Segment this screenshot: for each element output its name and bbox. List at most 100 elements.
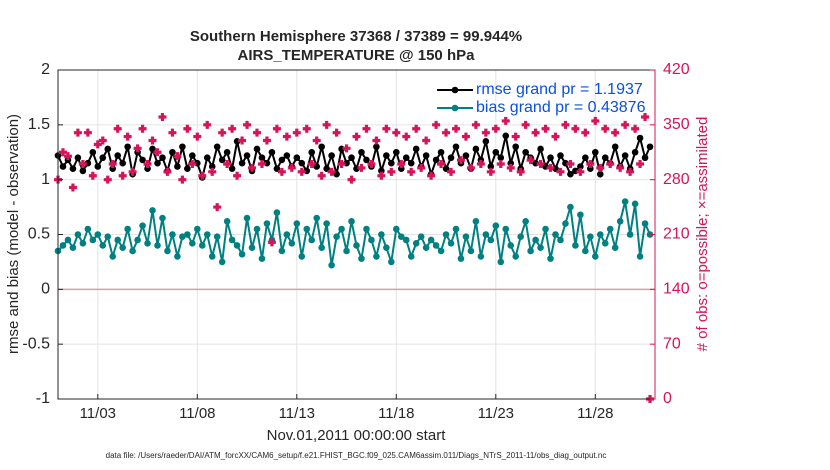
point bbox=[412, 239, 420, 247]
marks bbox=[54, 113, 655, 403]
point bbox=[179, 233, 186, 240]
point bbox=[467, 247, 475, 255]
obs-marker bbox=[262, 136, 271, 145]
point bbox=[74, 231, 82, 238]
obs-marker bbox=[546, 163, 555, 172]
obs-marker bbox=[93, 140, 102, 149]
point bbox=[417, 233, 425, 240]
x-axis-label: Nov.01,2011 00:00:00 start bbox=[267, 427, 447, 444]
point bbox=[378, 167, 385, 175]
obs-marker bbox=[352, 132, 361, 141]
obs-marker bbox=[626, 167, 635, 176]
point bbox=[84, 225, 92, 233]
point bbox=[547, 154, 554, 162]
obs-marker bbox=[591, 116, 600, 125]
x-tick-label: 11/03 bbox=[80, 405, 116, 422]
obs-marker bbox=[606, 160, 615, 168]
y-tick-label: 2 bbox=[41, 61, 50, 78]
obs-marker bbox=[243, 120, 252, 129]
legend-label: rmse grand pr = 1.1937 bbox=[476, 81, 643, 98]
point bbox=[636, 253, 644, 260]
point bbox=[567, 203, 574, 211]
point bbox=[203, 154, 211, 162]
point bbox=[502, 225, 510, 233]
point bbox=[223, 218, 231, 225]
point bbox=[557, 152, 564, 159]
y2-tick-label: 280 bbox=[663, 171, 690, 188]
point bbox=[348, 154, 355, 162]
point bbox=[378, 231, 385, 238]
point bbox=[308, 148, 316, 156]
point bbox=[129, 247, 136, 255]
obs-marker bbox=[332, 128, 341, 137]
obs-marker bbox=[382, 124, 391, 133]
point bbox=[537, 244, 544, 251]
point bbox=[79, 239, 87, 247]
point bbox=[298, 253, 306, 260]
obs-marker bbox=[481, 128, 490, 137]
point bbox=[646, 143, 654, 151]
point bbox=[358, 255, 365, 262]
obs-marker bbox=[461, 132, 470, 141]
point bbox=[482, 137, 490, 145]
point bbox=[194, 225, 201, 233]
obs-marker bbox=[407, 167, 416, 176]
point bbox=[422, 152, 430, 159]
point bbox=[323, 220, 330, 227]
point bbox=[373, 143, 380, 151]
point bbox=[213, 143, 221, 151]
point bbox=[308, 236, 316, 244]
obs-marker bbox=[322, 120, 331, 129]
point bbox=[144, 239, 151, 247]
point bbox=[144, 165, 151, 172]
obs-marker bbox=[367, 160, 376, 168]
point bbox=[522, 148, 529, 156]
obs-marker bbox=[631, 124, 640, 133]
obs-marker bbox=[193, 132, 202, 141]
point bbox=[373, 253, 380, 260]
obs-marker bbox=[392, 128, 401, 137]
point bbox=[59, 163, 67, 170]
point bbox=[159, 214, 166, 222]
point bbox=[104, 145, 112, 153]
point bbox=[437, 148, 445, 156]
obs-marker bbox=[257, 160, 266, 168]
obs-marker bbox=[456, 156, 465, 165]
obs-marker bbox=[412, 124, 421, 133]
point bbox=[273, 209, 281, 216]
point bbox=[447, 154, 455, 162]
obs-marker bbox=[486, 167, 495, 176]
point bbox=[492, 148, 500, 156]
point bbox=[432, 242, 440, 249]
point bbox=[238, 159, 246, 167]
obs-marker bbox=[188, 160, 197, 168]
point bbox=[303, 225, 311, 233]
point bbox=[124, 225, 131, 233]
point bbox=[507, 242, 515, 249]
obs-marker bbox=[576, 167, 585, 176]
obs-marker bbox=[561, 120, 570, 129]
obs-marker bbox=[506, 163, 515, 172]
obs-marker bbox=[158, 113, 167, 121]
point bbox=[512, 143, 519, 151]
point bbox=[472, 218, 480, 225]
obs-marker bbox=[526, 156, 535, 165]
point bbox=[164, 247, 171, 255]
point bbox=[631, 148, 639, 156]
obs-marker bbox=[68, 183, 77, 192]
point bbox=[109, 165, 117, 172]
obs-marker bbox=[123, 132, 132, 141]
obs-marker bbox=[208, 167, 217, 176]
point bbox=[502, 132, 510, 140]
point bbox=[497, 154, 505, 162]
x-tick-label: 11/28 bbox=[577, 405, 613, 422]
obs-marker bbox=[601, 124, 610, 133]
obs-marker bbox=[108, 160, 117, 168]
point bbox=[368, 236, 375, 244]
point bbox=[174, 253, 181, 260]
point bbox=[407, 159, 415, 167]
obs-marker bbox=[213, 203, 222, 212]
point bbox=[318, 143, 325, 151]
point bbox=[407, 253, 415, 260]
